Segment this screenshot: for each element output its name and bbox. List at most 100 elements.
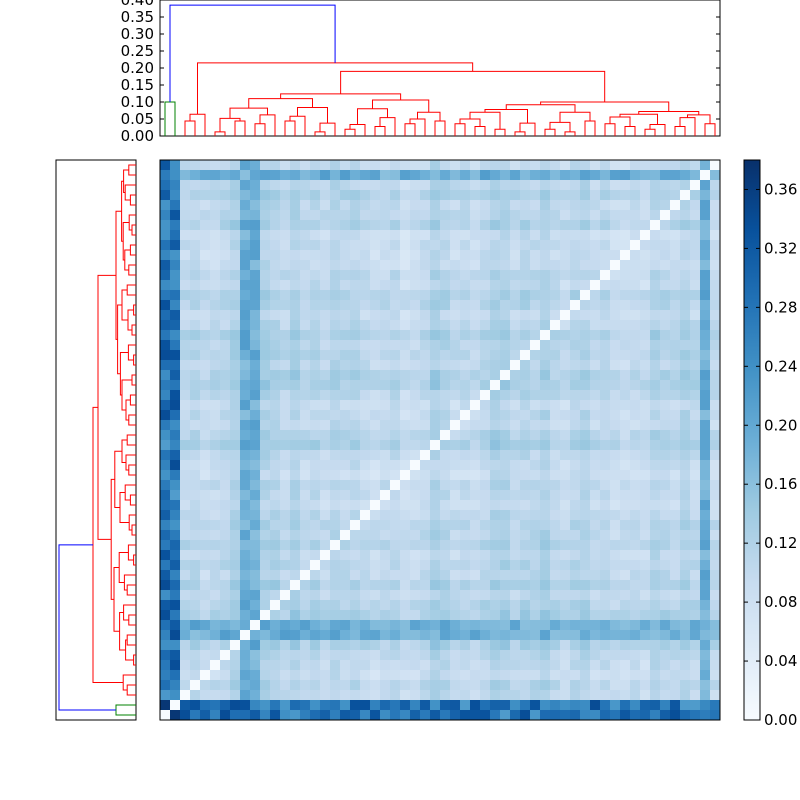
heatmap-cell — [670, 480, 681, 491]
heatmap-cell — [430, 310, 441, 321]
heatmap-cell — [510, 430, 521, 441]
heatmap-cell — [670, 430, 681, 441]
heatmap-cell — [450, 520, 461, 531]
heatmap-cell — [390, 590, 401, 601]
heatmap-cell — [410, 300, 421, 311]
heatmap-cell — [480, 490, 491, 501]
heatmap-cell — [290, 570, 301, 581]
heatmap-cell — [610, 700, 621, 711]
heatmap-cell — [500, 450, 511, 461]
heatmap-cell — [650, 610, 661, 621]
heatmap-cell — [480, 660, 491, 671]
heatmap-cell — [190, 250, 201, 261]
heatmap-cell — [160, 560, 171, 571]
heatmap-cell — [570, 630, 581, 641]
heatmap-cell — [580, 550, 591, 561]
heatmap-cell — [320, 640, 331, 651]
heatmap-cell — [500, 230, 511, 241]
heatmap-cell — [270, 390, 281, 401]
heatmap-cell — [660, 550, 671, 561]
heatmap-cell — [290, 630, 301, 641]
heatmap-cell — [460, 510, 471, 521]
heatmap-cell — [580, 690, 591, 701]
heatmap-cell — [680, 460, 691, 471]
heatmap-cell — [570, 370, 581, 381]
heatmap-cell — [550, 160, 561, 171]
heatmap-cell — [320, 650, 331, 661]
heatmap-cell — [640, 250, 651, 261]
heatmap-cell — [440, 710, 451, 721]
heatmap-cell — [600, 710, 611, 721]
heatmap-cell — [390, 260, 401, 271]
heatmap-cell — [610, 520, 621, 531]
heatmap-cell — [310, 240, 321, 251]
heatmap-cell — [580, 630, 591, 641]
heatmap-cell — [410, 700, 421, 711]
heatmap-cell — [300, 290, 311, 301]
heatmap-cell — [350, 470, 361, 481]
heatmap-cell — [680, 570, 691, 581]
heatmap-cell — [270, 540, 281, 551]
heatmap-cell — [450, 680, 461, 691]
heatmap-cell — [500, 260, 511, 271]
heatmap-cell — [290, 260, 301, 271]
heatmap-cell — [450, 270, 461, 281]
heatmap-cell — [660, 330, 671, 341]
heatmap-cell — [620, 600, 631, 611]
heatmap-cell — [270, 440, 281, 451]
heatmap-cell — [700, 700, 711, 711]
heatmap-cell — [590, 290, 601, 301]
heatmap-cell — [520, 590, 531, 601]
heatmap-cell — [260, 270, 271, 281]
heatmap-cell — [600, 480, 611, 491]
heatmap-cell — [370, 160, 381, 171]
heatmap-cell — [530, 160, 541, 171]
heatmap-cell — [210, 530, 221, 541]
heatmap-cell — [300, 220, 311, 231]
heatmap-cell — [510, 320, 521, 331]
heatmap-cell — [190, 560, 201, 571]
heatmap-cell — [670, 340, 681, 351]
heatmap-cell — [390, 160, 401, 171]
heatmap-cell — [370, 420, 381, 431]
heatmap-cell — [620, 250, 631, 261]
heatmap-cell — [190, 200, 201, 211]
heatmap-cell — [260, 260, 271, 271]
heatmap-cell — [250, 540, 261, 551]
heatmap-cell — [380, 560, 391, 571]
heatmap-cell — [660, 660, 671, 671]
heatmap-cell — [340, 370, 351, 381]
heatmap-cell — [560, 180, 571, 191]
heatmap-cell — [290, 450, 301, 461]
heatmap-cell — [380, 500, 391, 511]
heatmap-cell — [690, 340, 701, 351]
heatmap-cell — [530, 360, 541, 371]
heatmap-cell — [170, 430, 181, 441]
heatmap-cell — [600, 620, 611, 631]
heatmap-cell — [600, 680, 611, 691]
heatmap-cell — [230, 350, 241, 361]
heatmap-cell — [500, 560, 511, 571]
heatmap-cell — [280, 180, 291, 191]
heatmap-cell — [500, 480, 511, 491]
heatmap-cell — [560, 410, 571, 421]
heatmap-cell — [610, 470, 621, 481]
heatmap-cell — [460, 420, 471, 431]
heatmap-cell — [430, 370, 441, 381]
heatmap-cell — [390, 700, 401, 711]
heatmap-cell — [360, 450, 371, 461]
heatmap-cell — [170, 270, 181, 281]
top-dendrogram-link — [169, 4, 336, 102]
heatmap-cell — [580, 480, 591, 491]
heatmap-cell — [410, 180, 421, 191]
heatmap-cell — [370, 330, 381, 341]
heatmap-cell — [610, 510, 621, 521]
heatmap-cell — [580, 440, 591, 451]
heatmap-cell — [450, 470, 461, 481]
heatmap-cell — [200, 180, 211, 191]
heatmap-cell — [550, 200, 561, 211]
heatmap-cell — [530, 690, 541, 701]
heatmap-cell — [160, 210, 171, 221]
heatmap-cell — [300, 640, 311, 651]
heatmap-cell — [430, 420, 441, 431]
